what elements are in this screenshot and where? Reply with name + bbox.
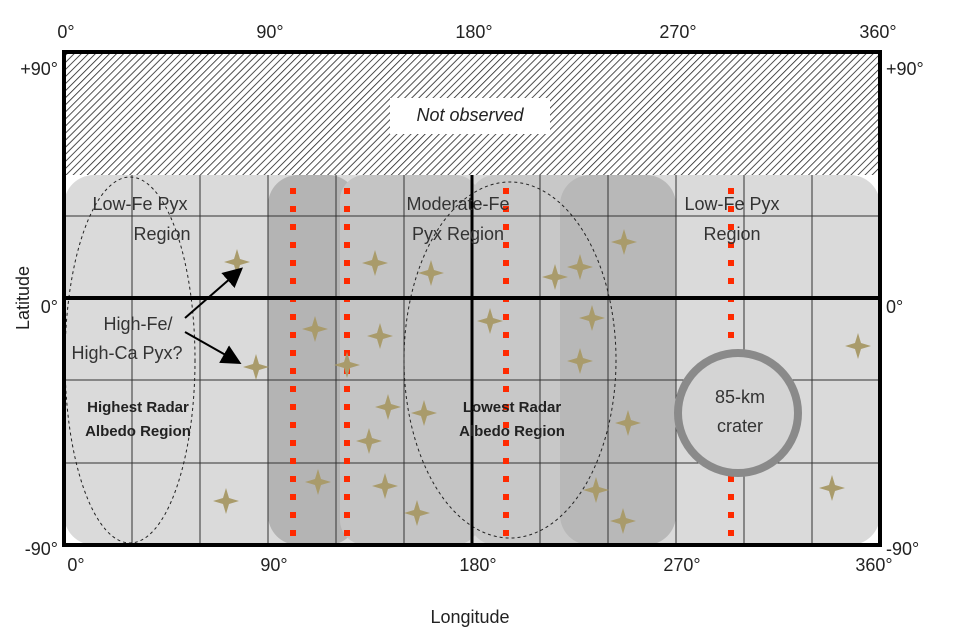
label-box [390,98,550,134]
x-tick-label: 270° [663,555,700,575]
arrow [184,267,244,319]
label: High-Ca Pyx? [71,343,182,363]
label: High-Fe/ [103,314,172,334]
x-axis-label: Longitude [430,607,509,627]
x-tick-label: 360° [859,22,896,42]
star [611,229,637,255]
label: Highest Radar [87,399,189,416]
x-tick-label: 0° [67,555,84,575]
star [375,394,401,420]
star [615,410,641,436]
stars [213,229,871,534]
x-tick-label: 0° [57,22,74,42]
star [542,264,568,290]
star [334,352,360,378]
x-tick-label: 90° [256,22,283,42]
x-tick-label: 360° [855,555,892,575]
star [372,473,398,499]
star [213,488,239,514]
star [404,500,430,526]
star [567,254,593,280]
label: Moderate-Fe [406,194,509,214]
y-tick-label: 0° [886,297,903,317]
star [583,477,609,503]
label: Lowest Radar [463,399,562,416]
x-tick-label: 90° [260,555,287,575]
x-tick-label: 180° [455,22,492,42]
y-tick-label: -90° [886,539,919,559]
label: Pyx Region [412,224,504,244]
star [302,316,328,342]
star [362,250,388,276]
label: Region [703,224,760,244]
star [305,469,331,495]
y-tick-label: +90° [886,59,924,79]
label: 85-km [715,387,765,407]
crater [674,349,802,477]
x-tick-label: 270° [659,22,696,42]
star [610,508,636,534]
star [367,323,393,349]
y-tick-label: +90° [20,59,58,79]
label: Low-Fe Pyx [684,194,779,214]
star [224,249,250,275]
not-observed-label: Not observed [416,105,524,125]
label: Low-Fe Pyx [92,194,187,214]
y-axis-label: Latitude [13,266,33,330]
label: Region [133,224,190,244]
star [579,305,605,331]
star [567,348,593,374]
star [243,354,269,380]
star [356,428,382,454]
star [477,308,503,334]
label: crater [717,416,763,436]
region-outline [403,181,617,539]
y-tick-label: 0° [41,297,58,317]
arrow [184,331,242,364]
star [819,475,845,501]
star [411,400,437,426]
x-tick-label: 180° [459,555,496,575]
red-lines [290,188,734,545]
star [418,260,444,286]
tick-labels: 0° 90° 180° 270° 360° 0° 90° 180° 270° 360° +90° 0°… [20,22,923,575]
label: Albedo Region [459,423,565,440]
label: Albedo Region [85,423,191,440]
y-tick-label: -90° [25,539,58,559]
star [845,333,871,359]
